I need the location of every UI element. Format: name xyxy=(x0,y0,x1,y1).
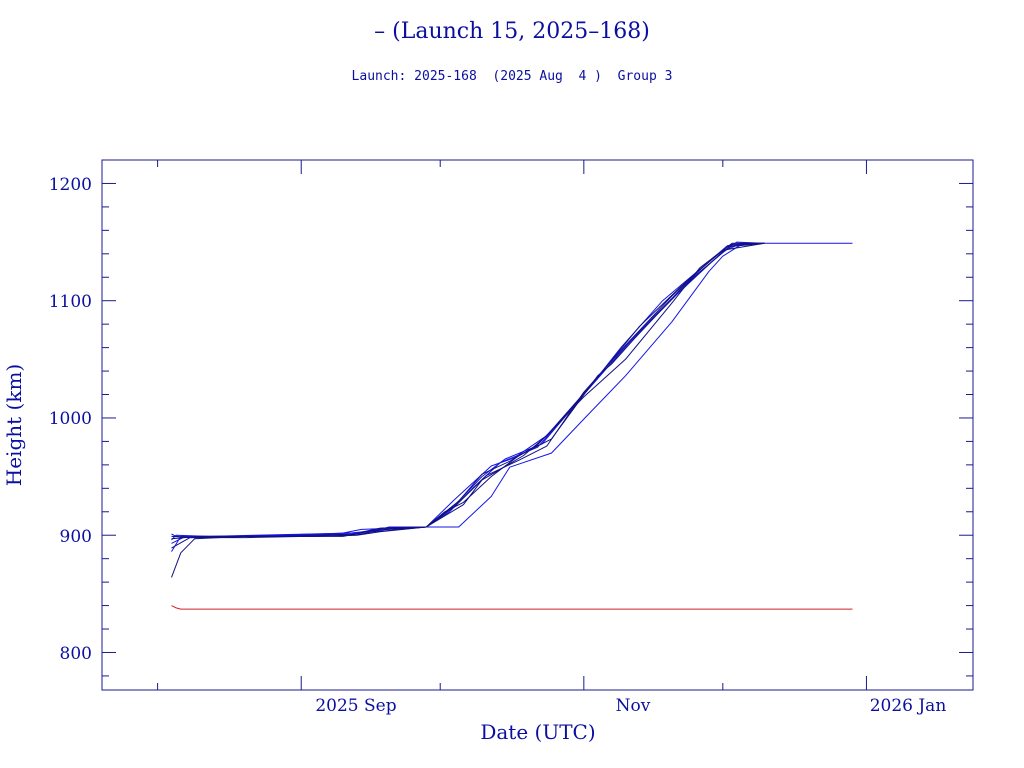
series-line-7 xyxy=(171,242,765,540)
tick-layer xyxy=(102,159,973,690)
y-tick-label-1100: 1100 xyxy=(49,292,92,312)
y-tick-label-900: 900 xyxy=(60,527,92,547)
chart-subtitle: Launch: 2025-168 (2025 Aug 4 ) Group 3 xyxy=(352,69,673,84)
x-axis-label: Date (UTC) xyxy=(480,720,595,744)
series-line-1 xyxy=(171,242,853,539)
series-line-6 xyxy=(171,242,765,549)
series-line-9 xyxy=(171,605,853,610)
plot-frame xyxy=(101,159,974,691)
x-tick-label-sep: 2025 Sep xyxy=(315,696,396,716)
y-axis-label: Height (km) xyxy=(2,364,26,486)
y-tick-label-1000: 1000 xyxy=(49,409,92,429)
series-line-3 xyxy=(171,241,765,541)
y-tick-label-800: 800 xyxy=(60,644,92,664)
series-line-8 xyxy=(171,242,765,539)
x-tick-label-jan: 2026 Jan xyxy=(870,696,947,716)
series-line-5 xyxy=(171,242,765,578)
y-tick-label-1200: 1200 xyxy=(49,175,92,195)
chart-title: – (Launch 15, 2025–168) xyxy=(374,19,650,44)
series-layer xyxy=(171,241,853,610)
series-line-4 xyxy=(171,242,765,544)
x-tick-label-nov: Nov xyxy=(616,696,651,716)
